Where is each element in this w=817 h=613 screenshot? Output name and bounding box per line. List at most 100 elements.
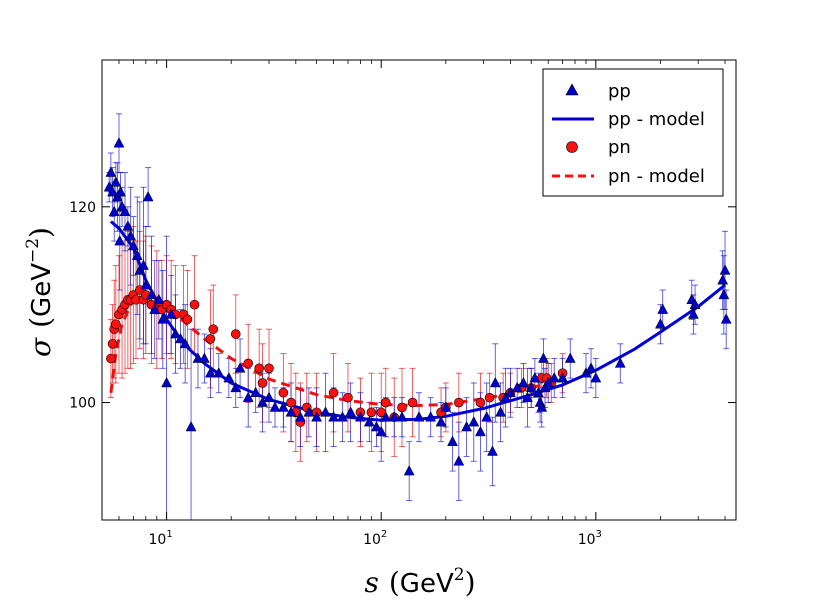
pp-point bbox=[198, 352, 210, 363]
pp-point bbox=[475, 425, 486, 437]
pn-point bbox=[208, 324, 219, 334]
pp-point bbox=[453, 455, 465, 466]
pp-point bbox=[107, 186, 118, 197]
pp-point bbox=[345, 406, 357, 417]
pp-point bbox=[487, 445, 498, 456]
pp-point bbox=[719, 264, 731, 275]
pp-point bbox=[689, 298, 701, 309]
pp-point bbox=[495, 406, 507, 417]
pn-point bbox=[257, 378, 268, 388]
pp-point bbox=[115, 186, 126, 197]
pp-point bbox=[213, 367, 225, 378]
pp-point bbox=[153, 293, 165, 305]
pp-point bbox=[250, 386, 262, 398]
y-axis-exp: −2 bbox=[23, 238, 43, 263]
pp-point bbox=[175, 332, 186, 344]
pp-point bbox=[521, 391, 533, 402]
pp-point bbox=[204, 367, 216, 378]
legend-label-pp-model: pp - model bbox=[608, 109, 705, 130]
pn-point bbox=[243, 358, 253, 369]
data-layer bbox=[103, 113, 732, 520]
pp-point bbox=[122, 220, 134, 231]
pp-point bbox=[285, 406, 297, 417]
pp-point bbox=[114, 235, 126, 246]
pn-point bbox=[182, 314, 193, 325]
pp-point bbox=[403, 465, 415, 476]
x-axis-unit: GeV bbox=[400, 569, 454, 599]
pp-point bbox=[303, 406, 315, 417]
pp-point bbox=[131, 249, 143, 260]
pp-point bbox=[138, 259, 149, 270]
pp-point bbox=[277, 401, 289, 412]
pp-point bbox=[657, 303, 669, 314]
legend: pp pp - model pn pn - model bbox=[542, 68, 724, 197]
pp-point bbox=[655, 318, 666, 329]
pn-point bbox=[343, 392, 353, 403]
pn-point bbox=[107, 339, 118, 349]
pp-point bbox=[388, 411, 400, 422]
pp-point bbox=[170, 328, 181, 339]
pp-point bbox=[363, 416, 375, 427]
x-tick-label-exp: 2 bbox=[381, 529, 387, 540]
pp-point bbox=[529, 372, 541, 383]
pp-point bbox=[113, 137, 125, 148]
pp-point bbox=[179, 337, 191, 349]
pp-point bbox=[375, 425, 387, 437]
x-axis-var: s bbox=[364, 566, 378, 599]
x-axis: 101 102 103 bbox=[118, 60, 726, 548]
pp-point bbox=[538, 352, 549, 363]
pp-point bbox=[525, 381, 537, 393]
x-tick-label-base: 10 bbox=[578, 532, 596, 548]
pn-point bbox=[407, 397, 418, 408]
legend-label-pn-model: pn - model bbox=[608, 166, 705, 187]
pn-point bbox=[189, 299, 200, 310]
pp-point bbox=[380, 411, 392, 422]
x-axis-label: s (GeV2) bbox=[364, 565, 475, 599]
pp-point bbox=[110, 176, 122, 187]
pp-point bbox=[125, 230, 137, 241]
legend-marker-pp bbox=[565, 83, 579, 96]
x-tick-label-base: 10 bbox=[363, 532, 381, 548]
pp-point bbox=[140, 279, 152, 290]
pp-point bbox=[425, 411, 437, 422]
pp-point bbox=[311, 411, 323, 422]
pp-point bbox=[518, 376, 529, 388]
y-tick-label: 100 bbox=[69, 396, 96, 412]
x-tick-label-exp: 1 bbox=[166, 529, 172, 540]
pp-point bbox=[468, 416, 480, 427]
pn-point bbox=[278, 387, 289, 398]
pn-point bbox=[328, 387, 339, 398]
pp-point bbox=[157, 313, 169, 324]
y-axis-var: σ bbox=[24, 337, 57, 357]
x-axis-exp: 2 bbox=[454, 565, 465, 585]
pp-point bbox=[146, 288, 157, 300]
pp-point bbox=[413, 411, 425, 422]
x-tick-label: 101 bbox=[149, 529, 173, 548]
pn-point bbox=[286, 397, 296, 408]
pp-point bbox=[548, 372, 560, 383]
pp-point bbox=[149, 303, 161, 314]
pp-point bbox=[557, 372, 568, 383]
pn-point bbox=[205, 334, 216, 344]
pp-point bbox=[127, 239, 139, 251]
pp-point bbox=[354, 411, 366, 422]
y-axis-label: σ(GeV−2) bbox=[23, 227, 57, 357]
pp-point bbox=[440, 401, 452, 412]
plot-frame bbox=[101, 59, 737, 521]
pn-point bbox=[111, 319, 121, 330]
pp-point bbox=[320, 406, 331, 417]
y-tick-label: 120 bbox=[69, 200, 96, 216]
pp-points bbox=[103, 137, 732, 476]
pp-point bbox=[105, 166, 117, 177]
pn-point bbox=[475, 397, 486, 408]
pp-point bbox=[165, 308, 177, 319]
pp-point bbox=[536, 401, 548, 412]
pp-point bbox=[614, 357, 626, 368]
pp-point bbox=[717, 274, 729, 285]
pp-point bbox=[119, 205, 131, 216]
pn-point bbox=[366, 407, 377, 418]
pp-point bbox=[396, 411, 408, 422]
pp-point bbox=[294, 411, 306, 422]
pn-point bbox=[106, 353, 116, 364]
